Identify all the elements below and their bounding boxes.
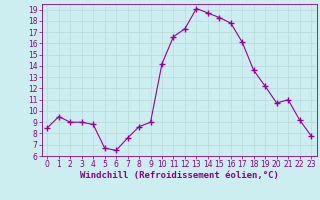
X-axis label: Windchill (Refroidissement éolien,°C): Windchill (Refroidissement éolien,°C) [80, 171, 279, 180]
